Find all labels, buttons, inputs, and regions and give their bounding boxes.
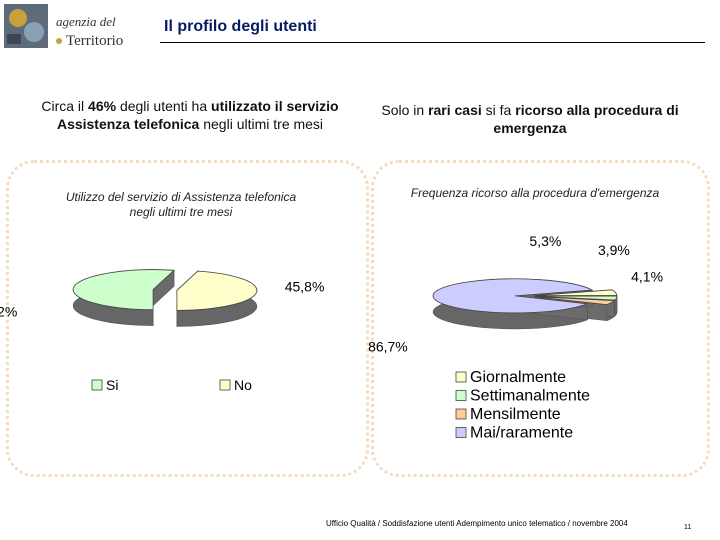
legend-swatch (455, 371, 467, 383)
legend-swatch (219, 379, 231, 391)
page-number: 11 (684, 524, 692, 531)
pie-slice-mensilmente (534, 296, 616, 306)
pie-slice-settimanalmente (534, 295, 618, 301)
legend-label: Settimanalmente (470, 388, 590, 405)
pie-slice-giornalmente (534, 289, 618, 297)
legend-label: No (234, 377, 252, 393)
legend-label: Mai/raramente (470, 425, 573, 442)
slice-value-label: 86,7% (368, 338, 408, 354)
legend-label: Mensilmente (470, 406, 561, 423)
logo-text-2: Territorio (66, 33, 123, 48)
slice-value-label: 3,9% (598, 242, 630, 258)
right-headline: Solo in rari casi si fa ricorso alla pro… (381, 102, 679, 136)
legend-label: Si (106, 377, 118, 393)
page-title: Il profilo degli utenti (164, 18, 317, 35)
pie-slice-si (72, 269, 175, 311)
pie-chart-1: 54,2% 45,8% Si No (0, 269, 325, 393)
footer-text: Ufficio Qualità / Soddisfazione utenti A… (326, 519, 628, 528)
slice-value-label: 4,1% (631, 269, 663, 285)
pie-chart-2: 5,3% 3,9%4,1% 86,7% Giornalmente Settimanalm… (368, 233, 663, 441)
legend-swatch (455, 390, 467, 401)
slice-value-label: 45,8% (285, 279, 325, 295)
right-chart-title: Frequenza ricorso alla procedura d'emerg… (410, 186, 660, 200)
left-chart-title: Utilizzo del servizio di Assistenza tele… (65, 190, 297, 219)
left-headline: Circa il 46% degli utenti ha utilizzato … (41, 98, 339, 132)
logo-emblem-icon (9, 9, 27, 27)
pie-slice-mai-raramente (432, 278, 594, 314)
title-divider (160, 42, 705, 43)
legend-label: Giornalmente (470, 369, 566, 386)
logo-text-1: agenzia del (56, 14, 116, 29)
legend-swatch (455, 408, 467, 420)
agency-logo: agenzia del Territorio (4, 4, 123, 48)
slice-value-label: 54,2% (0, 303, 17, 319)
slice-value-label: 5,3% (529, 233, 561, 249)
right-chart-panel (371, 160, 710, 477)
legend-swatch (91, 379, 103, 391)
pie-slice-no (176, 270, 258, 311)
left-chart-panel (6, 160, 369, 477)
legend-swatch (455, 427, 467, 438)
